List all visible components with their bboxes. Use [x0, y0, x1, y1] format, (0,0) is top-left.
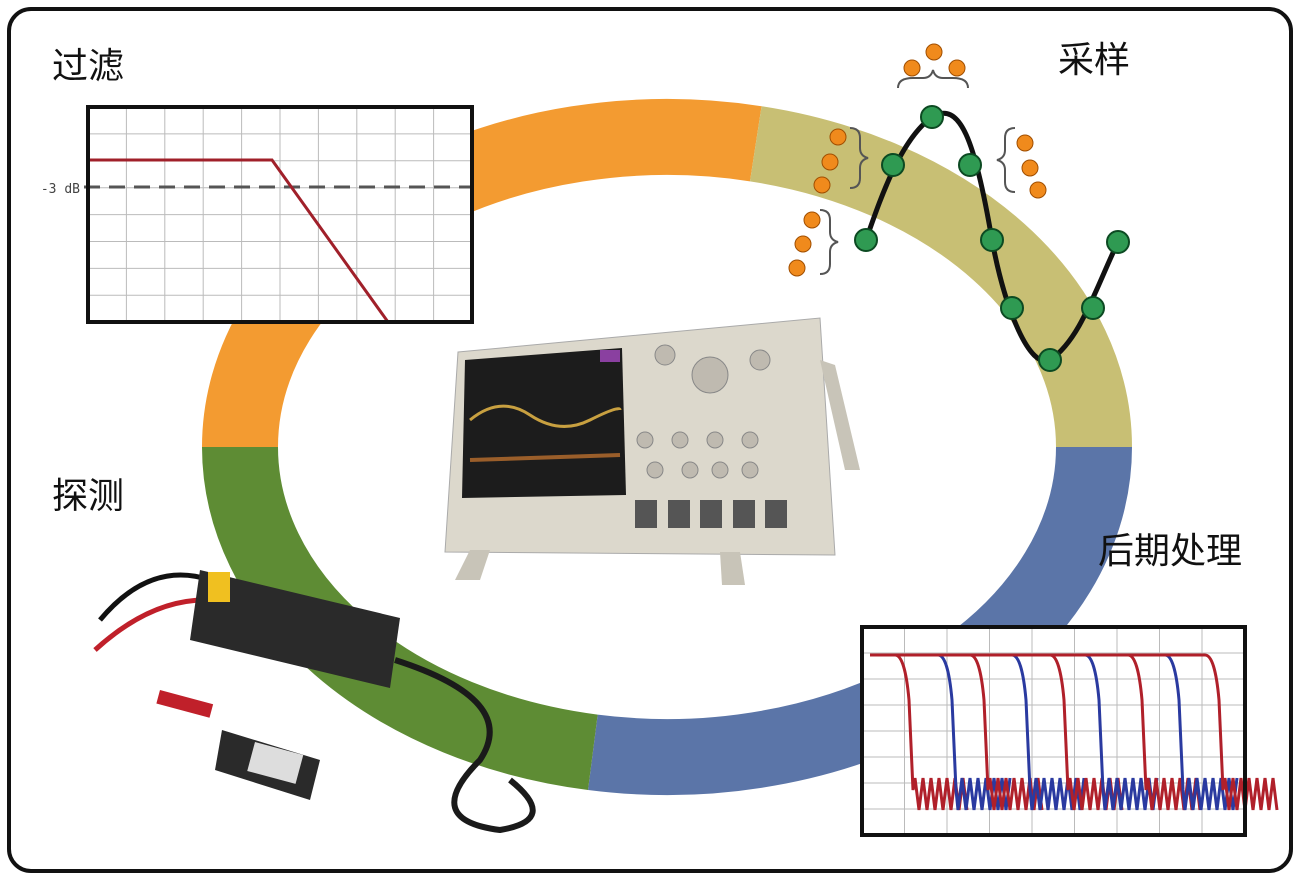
sample-point: [981, 229, 1003, 251]
sample-dot: [1017, 135, 1033, 151]
level-label: -3 dB: [41, 182, 80, 197]
sample-point: [1039, 349, 1061, 371]
stage-label: 探测: [52, 476, 124, 517]
sample-dot: [1030, 182, 1046, 198]
sample-dot: [795, 236, 811, 252]
sample-point: [882, 154, 904, 176]
post-processing-chart: [862, 627, 1277, 835]
sample-dot: [830, 129, 846, 145]
sample-dot: [1022, 160, 1038, 176]
sample-dot: [949, 60, 965, 76]
sample-point: [921, 106, 943, 128]
stage-label: 后期处理: [1098, 531, 1242, 572]
sample-dot: [904, 60, 920, 76]
sample-dot: [822, 154, 838, 170]
sample-dot: [814, 177, 830, 193]
filter-chart: -3 dB: [41, 107, 472, 322]
stage-label: 采样: [1058, 40, 1130, 81]
sample-point: [855, 229, 877, 251]
sample-point: [1082, 297, 1104, 319]
oscilloscope: [445, 318, 860, 585]
stage-label: 过滤: [52, 46, 124, 87]
sample-dot: [789, 260, 805, 276]
sample-point: [1001, 297, 1023, 319]
sample-dot: [926, 44, 942, 60]
page: -3 dB 过滤 采样 探测 后期处理 (() => { const data …: [0, 0, 1298, 876]
sample-dot: [804, 212, 820, 228]
sample-point: [1107, 231, 1129, 253]
sample-point: [959, 154, 981, 176]
diagram: -3 dB 过滤 采样 探测 后期处理: [0, 0, 1298, 876]
